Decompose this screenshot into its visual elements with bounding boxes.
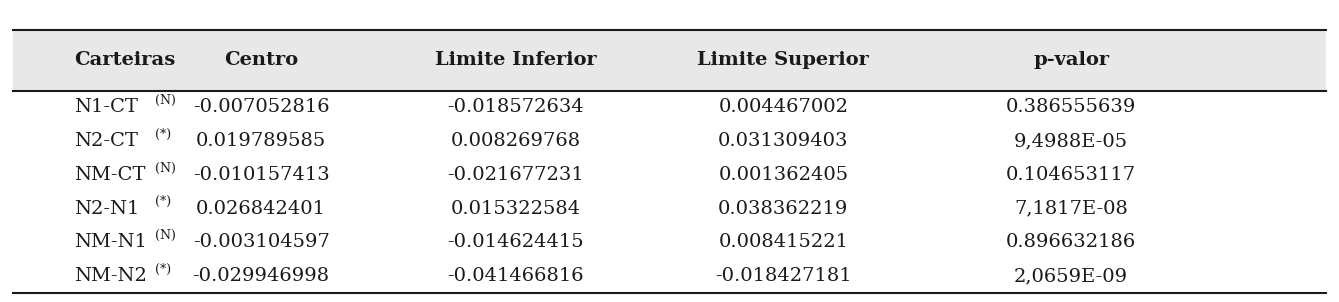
Text: 0.019789585: 0.019789585	[195, 132, 327, 150]
Text: N2-CT: N2-CT	[74, 132, 138, 150]
Text: NM-CT: NM-CT	[74, 166, 145, 184]
Text: -0.003104597: -0.003104597	[193, 233, 329, 251]
Text: 9,4988E-05: 9,4988E-05	[1014, 132, 1129, 150]
Text: -0.014624415: -0.014624415	[447, 233, 584, 251]
Bar	[13, 30, 1326, 91]
Text: -0.041466816: -0.041466816	[447, 267, 584, 285]
Text: -0.018572634: -0.018572634	[447, 98, 584, 117]
Text: Limite Inferior: Limite Inferior	[435, 51, 596, 69]
Text: (*): (*)	[154, 263, 171, 276]
Text: Carteiras: Carteiras	[74, 51, 175, 69]
Text: 0.038362219: 0.038362219	[718, 200, 849, 218]
Text: (N): (N)	[154, 229, 175, 242]
Text: 0.008415221: 0.008415221	[718, 233, 849, 251]
Text: 0.004467002: 0.004467002	[718, 98, 849, 117]
Text: Centro: Centro	[224, 51, 299, 69]
Text: 0.001362405: 0.001362405	[718, 166, 849, 184]
Text: 0.031309403: 0.031309403	[718, 132, 849, 150]
Text: 0.386555639: 0.386555639	[1006, 98, 1137, 117]
Text: p-valor: p-valor	[1034, 51, 1109, 69]
Text: N2-N1: N2-N1	[74, 200, 139, 218]
Text: 7,1817E-08: 7,1817E-08	[1014, 200, 1129, 218]
Text: -0.018427181: -0.018427181	[715, 267, 852, 285]
Text: N1-CT: N1-CT	[74, 98, 138, 117]
Text: -0.010157413: -0.010157413	[193, 166, 329, 184]
Text: 0.008269768: 0.008269768	[450, 132, 581, 150]
Text: (*): (*)	[154, 195, 171, 208]
Text: (*): (*)	[154, 128, 171, 141]
Text: (N): (N)	[154, 94, 175, 107]
Text: 2,0659E-09: 2,0659E-09	[1014, 267, 1129, 285]
Text: -0.007052816: -0.007052816	[193, 98, 329, 117]
Text: 0.015322584: 0.015322584	[450, 200, 581, 218]
Text: 0.104653117: 0.104653117	[1006, 166, 1137, 184]
Text: NM-N1: NM-N1	[74, 233, 146, 251]
Text: 0.896632186: 0.896632186	[1006, 233, 1137, 251]
Text: -0.021677231: -0.021677231	[447, 166, 584, 184]
Text: Limite Superior: Limite Superior	[698, 51, 869, 69]
Text: -0.029946998: -0.029946998	[193, 267, 329, 285]
Text: NM-N2: NM-N2	[74, 267, 146, 285]
Text: (N): (N)	[154, 162, 175, 175]
Text: 0.026842401: 0.026842401	[195, 200, 327, 218]
